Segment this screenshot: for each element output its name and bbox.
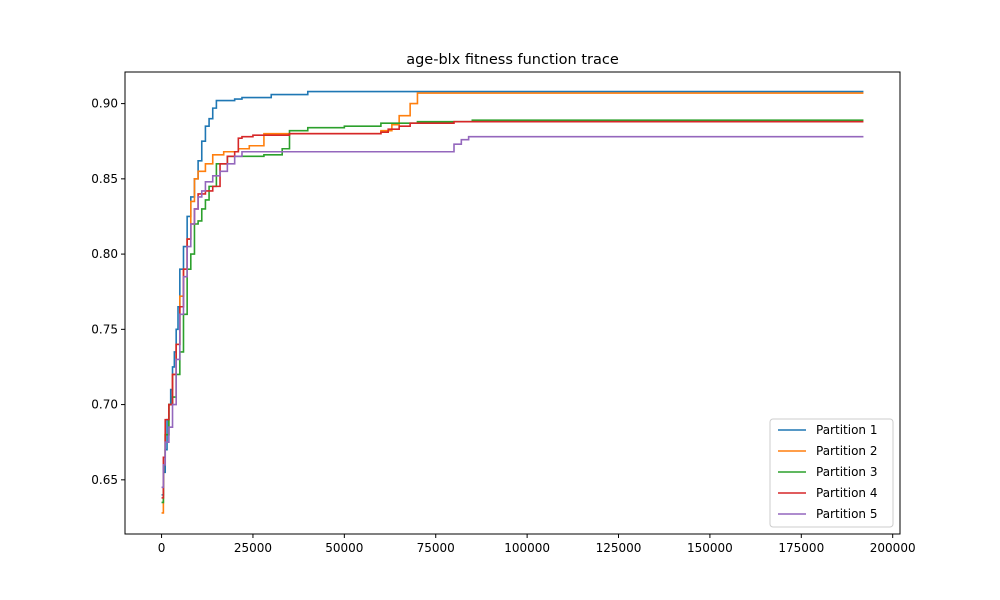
legend: Partition 1 Partition 2 Partition 3 Partiti… (769, 418, 894, 528)
y-axis: 0.65 0.70 0.75 0.80 0.85 0.90 (91, 97, 125, 487)
y-tick-label: 0.70 (91, 398, 118, 412)
y-tick-label: 0.80 (91, 247, 118, 261)
y-tick-label: 0.90 (91, 97, 118, 111)
legend-label-partition-4: Partition 4 (816, 486, 877, 500)
legend-box (769, 418, 894, 528)
legend-label-partition-1: Partition 1 (816, 423, 877, 437)
x-tick-label: 175000 (778, 541, 824, 555)
x-tick-label: 0 (158, 541, 166, 555)
x-tick-label: 25000 (234, 541, 272, 555)
x-tick-label: 125000 (596, 541, 642, 555)
y-tick-label: 0.85 (91, 172, 118, 186)
x-tick-label: 150000 (687, 541, 733, 555)
x-tick-label: 50000 (325, 541, 363, 555)
x-tick-label: 75000 (417, 541, 455, 555)
y-tick-label: 0.75 (91, 322, 118, 336)
series-line-partition-5 (161, 135, 864, 489)
series-layer (161, 90, 864, 514)
y-tick-label: 0.65 (91, 473, 118, 487)
plot-frame (124, 71, 901, 535)
x-tick-label: 200000 (870, 541, 916, 555)
chart-title: age-blx fitness function trace (406, 52, 619, 68)
series-line-partition-3 (161, 119, 864, 504)
x-tick-label: 100000 (504, 541, 550, 555)
x-axis: 0 25000 50000 75000 100000 125000 150000 175000… (158, 534, 916, 555)
legend-label-partition-2: Partition 2 (816, 444, 877, 458)
series-line-partition-4 (161, 120, 864, 499)
legend-label-partition-5: Partition 5 (816, 507, 877, 521)
legend-label-partition-3: Partition 3 (816, 465, 877, 479)
